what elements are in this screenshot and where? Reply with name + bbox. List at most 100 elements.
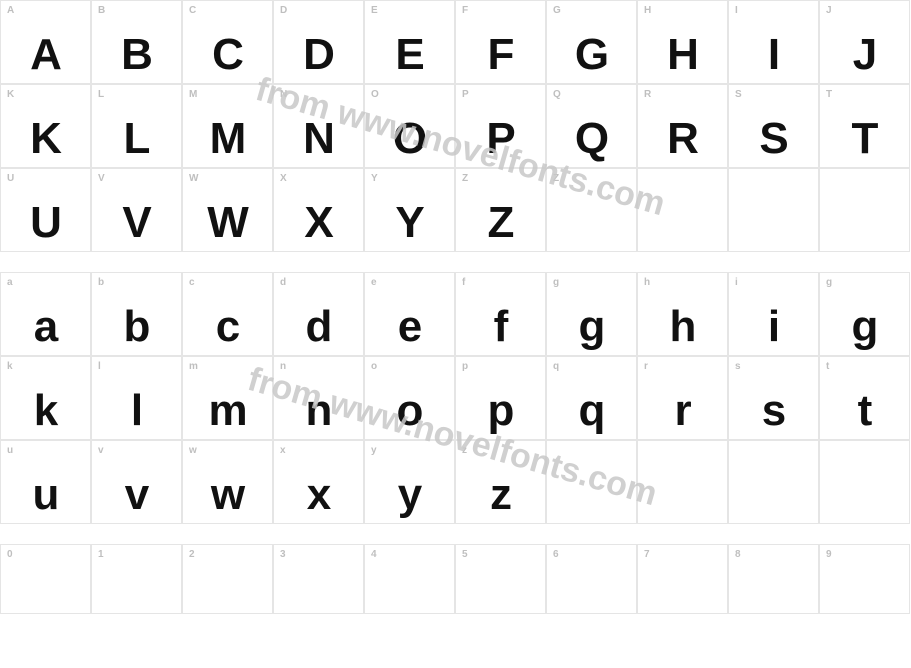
glyph-label: S	[735, 89, 742, 100]
glyph-label: v	[98, 445, 104, 456]
glyph-label: q	[553, 361, 559, 372]
glyph-cell-empty	[728, 440, 819, 524]
glyph-label: B	[98, 5, 105, 16]
glyph: m	[183, 389, 272, 433]
glyph: d	[274, 305, 363, 349]
glyph-cell: MM	[182, 84, 273, 168]
section-spacer	[0, 252, 911, 272]
glyph-cell: QQ	[546, 84, 637, 168]
glyph-cell-empty	[546, 440, 637, 524]
glyph-label: f	[462, 277, 465, 288]
glyph-cell: yy	[364, 440, 455, 524]
glyph-cell: BB	[91, 0, 182, 84]
glyph-cell: 6	[546, 544, 637, 614]
glyph: c	[183, 305, 272, 349]
glyph-label: 7	[644, 549, 650, 560]
glyph: w	[183, 473, 272, 517]
glyph-cell: 7	[637, 544, 728, 614]
glyph: e	[365, 305, 454, 349]
glyph: g	[547, 305, 636, 349]
glyph-cell: 5	[455, 544, 546, 614]
glyph: C	[183, 33, 272, 77]
glyph-label: X	[280, 173, 287, 184]
glyph-cell: WW	[182, 168, 273, 252]
glyph-label: 6	[553, 549, 559, 560]
glyph-cell: GG	[546, 0, 637, 84]
glyph-cell: CC	[182, 0, 273, 84]
glyph-label: A	[7, 5, 14, 16]
glyph-cell: LL	[91, 84, 182, 168]
glyph: r	[638, 389, 727, 433]
glyph-cell: 1	[91, 544, 182, 614]
glyph-label: h	[644, 277, 650, 288]
glyph-cell: 3	[273, 544, 364, 614]
glyph: T	[820, 117, 909, 161]
glyph-cell: hh	[637, 272, 728, 356]
glyph-label: Q	[553, 89, 561, 100]
glyph: Y	[365, 201, 454, 245]
glyph: n	[274, 389, 363, 433]
glyph: v	[92, 473, 181, 517]
glyph: N	[274, 117, 363, 161]
glyph-label: s	[735, 361, 741, 372]
charmap-section-digits: 0 1 2 3 4 5 6 7 8 9	[0, 544, 910, 614]
glyph: q	[547, 389, 636, 433]
font-charmap: AA BB CC DD EE FF GG HH II JJ KK LL MM N…	[0, 0, 911, 614]
glyph-cell: 8	[728, 544, 819, 614]
glyph-label: G	[553, 5, 561, 16]
glyph-label: T	[826, 89, 832, 100]
glyph-label: 2	[189, 549, 195, 560]
glyph-cell: 4	[364, 544, 455, 614]
glyph: y	[365, 473, 454, 517]
glyph-cell: gg	[819, 272, 910, 356]
glyph: B	[92, 33, 181, 77]
glyph-label: d	[280, 277, 286, 288]
glyph-label: m	[189, 361, 198, 372]
glyph: t	[820, 389, 909, 433]
glyph-label: k	[7, 361, 13, 372]
glyph: R	[638, 117, 727, 161]
glyph-cell: tt	[819, 356, 910, 440]
glyph-cell: II	[728, 0, 819, 84]
glyph: b	[92, 305, 181, 349]
glyph: z	[456, 473, 545, 517]
glyph-cell: zz	[455, 440, 546, 524]
glyph-cell: HH	[637, 0, 728, 84]
glyph-cell: ff	[455, 272, 546, 356]
glyph-cell: 2	[182, 544, 273, 614]
glyph: F	[456, 33, 545, 77]
glyph-cell-empty	[637, 168, 728, 252]
glyph-label: M	[189, 89, 197, 100]
glyph: H	[638, 33, 727, 77]
glyph-cell-empty	[728, 168, 819, 252]
glyph-cell: JJ	[819, 0, 910, 84]
glyph: h	[638, 305, 727, 349]
glyph-label: p	[462, 361, 468, 372]
glyph-label: 4	[371, 549, 377, 560]
glyph-cell: dd	[273, 272, 364, 356]
glyph-label: 5	[462, 549, 468, 560]
glyph-cell: AA	[0, 0, 91, 84]
glyph: p	[456, 389, 545, 433]
glyph-label: F	[462, 5, 468, 16]
glyph: L	[92, 117, 181, 161]
glyph-label: 0	[7, 549, 13, 560]
glyph-cell: YY	[364, 168, 455, 252]
glyph-label: g	[553, 277, 559, 288]
glyph-label: 3	[280, 549, 286, 560]
glyph-label: a	[7, 277, 13, 288]
glyph-cell: XX	[273, 168, 364, 252]
glyph-cell: RR	[637, 84, 728, 168]
glyph-label: o	[371, 361, 377, 372]
glyph: X	[274, 201, 363, 245]
glyph-label: 8	[735, 549, 741, 560]
glyph: J	[820, 33, 909, 77]
glyph-label: r	[644, 361, 648, 372]
glyph-label: U	[7, 173, 14, 184]
glyph-cell: ll	[91, 356, 182, 440]
glyph-cell: OO	[364, 84, 455, 168]
glyph-cell: 9	[819, 544, 910, 614]
glyph-label: E	[371, 5, 378, 16]
glyph: G	[547, 33, 636, 77]
glyph: s	[729, 389, 818, 433]
